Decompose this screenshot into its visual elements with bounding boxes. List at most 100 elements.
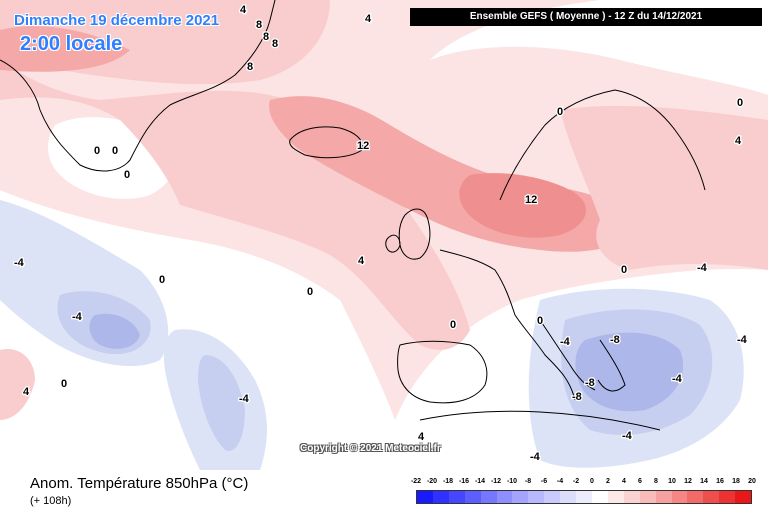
coastline-british-isles	[398, 208, 431, 260]
contour-label: -4	[622, 430, 633, 442]
legend-tick-label: 20	[748, 478, 756, 485]
legend-swatch	[687, 491, 704, 503]
contour-label: 4	[240, 4, 247, 16]
coastline-italy	[539, 319, 596, 391]
legend-tick-label: 10	[668, 478, 676, 485]
contour-label: -4	[672, 373, 683, 385]
contour-labels: 4 4 8 8 8 8 0 0 0 12 12 0 0 4 4 0 -4 -4 …	[13, 3, 749, 465]
warm-zone-southwest	[0, 349, 35, 420]
coastline-iceland	[289, 126, 364, 159]
model-run-banner: Ensemble GEFS ( Moyenne ) - 12 Z du 14/1…	[410, 8, 762, 26]
contour-label: 0	[537, 315, 543, 327]
contour-label: 12	[357, 140, 369, 152]
contour-label: -4	[737, 334, 748, 346]
legend-swatch	[719, 491, 736, 503]
legend-swatch	[512, 491, 529, 503]
legend-swatch	[576, 491, 592, 503]
contour-label: 12	[525, 194, 537, 206]
legend-tick-label: 14	[700, 478, 708, 485]
coastline-scandinavia	[499, 89, 706, 201]
legend-swatch	[560, 491, 577, 503]
contour-label: -8	[585, 377, 595, 389]
contour-label: 4	[735, 135, 742, 147]
contour-label: -4	[530, 451, 541, 463]
contour-label: 0	[737, 97, 743, 109]
legend-tick-label: -4	[556, 478, 564, 485]
legend-swatch	[655, 491, 672, 503]
legend-tick-label: 2	[606, 478, 610, 485]
legend-swatch	[623, 491, 640, 503]
coastline-greenland	[0, 0, 276, 172]
contour-label: -4	[239, 393, 250, 405]
map-footer: Anom. Température 850hPa (°C) (+ 108h) -…	[0, 470, 768, 512]
legend-swatch	[432, 491, 449, 503]
legend-tick-label: -10	[506, 478, 518, 485]
coastline-iberia	[397, 340, 488, 404]
contour-label: 0	[124, 169, 130, 181]
copyright-notice: Copyright © 2021 Meteociel.fr	[300, 443, 441, 454]
contour-label: 0	[112, 145, 118, 157]
contour-label: 0	[307, 286, 313, 298]
land-outlines	[0, 0, 706, 431]
legend-tick-label: -12	[490, 478, 502, 485]
legend-tick-label: 8	[654, 478, 658, 485]
contour-label: 0	[94, 145, 100, 157]
contour-label: -4	[697, 262, 708, 274]
contour-label: 8	[263, 31, 269, 43]
legend-swatch	[607, 491, 624, 503]
legend-tick-label: 6	[638, 478, 642, 485]
legend-swatch	[703, 491, 720, 503]
lead-time: (+ 108h)	[30, 495, 72, 507]
coastline-ireland	[385, 234, 401, 253]
legend-swatch	[671, 491, 688, 503]
legend-tick-label: 12	[684, 478, 692, 485]
contour-label: -8	[610, 334, 620, 346]
contour-label: 8	[272, 38, 278, 50]
forecast-date: Dimanche 19 décembre 2021	[14, 12, 220, 29]
legend-tick-label: -18	[442, 478, 454, 485]
color-scale-legend: -22 -20 -18 -16 -14 -12 -10 -8 -6 -4 -2 0 2 4 6 8 10 12 14…	[411, 478, 756, 510]
legend-tick-label: -14	[474, 478, 486, 485]
legend-tick-label: -16	[458, 478, 470, 485]
legend-tick-label: -20	[426, 478, 438, 485]
warm-zone-greenland-coast	[0, 26, 130, 72]
legend-swatch	[464, 491, 481, 503]
cool-zone-balkans-inner	[575, 332, 684, 412]
legend-tick-row: -22 -20 -18 -16 -14 -12 -10 -8 -6 -4 -2 0 2 4 6 8 10 12 14…	[411, 478, 756, 490]
contour-label: 0	[557, 106, 563, 118]
contour-label: -8	[572, 391, 582, 403]
legend-tick-label: 18	[732, 478, 740, 485]
variable-title: Anom. Température 850hPa (°C)	[30, 475, 249, 492]
legend-tick-label: -2	[572, 478, 580, 485]
warm-zone-core-baltic	[459, 173, 587, 238]
contour-label: 0	[61, 378, 67, 390]
warm-zone-east-europe	[560, 105, 768, 270]
legend-swatch	[480, 491, 497, 503]
contour-label: 4	[23, 386, 30, 398]
legend-tick-label: -6	[540, 478, 548, 485]
legend-swatch	[639, 491, 656, 503]
legend-swatch	[544, 491, 561, 503]
warm-zone-north-atlantic	[0, 60, 470, 350]
contour-label: 8	[247, 61, 253, 73]
contour-label: 4	[365, 13, 372, 25]
contour-label: -4	[72, 311, 83, 323]
legend-tick-label: 4	[622, 478, 626, 485]
forecast-time: 2:00 locale	[20, 33, 123, 55]
temperature-anomaly-map: 4 4 8 8 8 8 0 0 0 12 12 0 0 4 4 0 -4 -4 …	[0, 0, 768, 470]
contour-label: 4	[418, 431, 425, 443]
legend-swatch	[528, 491, 545, 503]
legend-tick-label: -8	[524, 478, 532, 485]
contour-label: 8	[256, 19, 262, 31]
cool-zone-west-atlantic-inner	[89, 313, 140, 349]
legend-color-bar	[416, 490, 752, 504]
contour-label: 4	[358, 255, 365, 267]
coastline-greece	[597, 339, 626, 392]
contour-label: 0	[621, 264, 627, 276]
contour-label: -4	[560, 336, 571, 348]
legend-tick-label: 16	[716, 478, 724, 485]
coastline-western-europe	[439, 249, 576, 401]
coastline-north-africa	[419, 410, 661, 431]
cool-zone-mid-atlantic-core	[198, 355, 245, 451]
